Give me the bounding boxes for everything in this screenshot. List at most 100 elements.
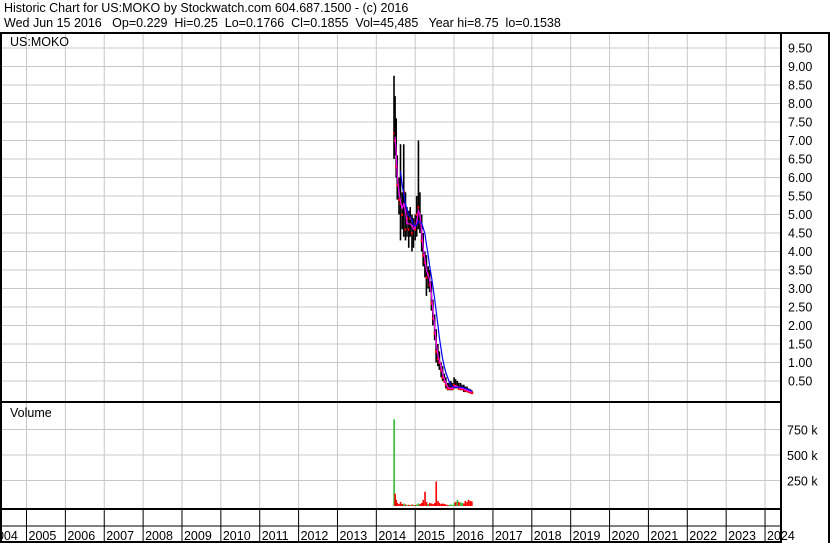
price-tick-label: 2.50 [788,301,812,315]
volume-bar [469,500,472,506]
volume-bar [396,502,399,506]
price-tick-label: 7.00 [788,134,812,148]
price-tick-label: 2.00 [788,319,812,333]
price-tick-label: 4.50 [788,227,812,241]
price-tick-label: 9.00 [788,60,812,74]
close-mark [454,385,458,389]
volume-bar [467,499,470,506]
volume-tick-label: 250 k [787,475,818,489]
volume-bar [433,502,436,506]
year-label: 2022 [689,529,717,543]
volume-bar [450,504,452,506]
year-label: 2008 [145,529,173,543]
volume-bar [446,504,449,506]
year-label: 2016 [456,529,484,543]
volume-bar [420,502,423,506]
close-mark [441,376,445,379]
close-mark [420,239,424,242]
price-tick-label: 0.50 [788,375,812,389]
price-tick-label: 8.00 [788,97,812,111]
price-tick-label: 5.50 [788,190,812,204]
year-label: 2004 [0,529,18,543]
close-mark [414,228,417,231]
close-mark [398,198,401,202]
volume-bar [448,504,450,506]
price-tick-label: 3.00 [788,282,812,296]
volume-tick-label: 500 k [787,449,818,463]
close-mark [446,387,450,390]
close-mark [410,232,414,235]
price-tick-label: 6.00 [788,171,812,185]
price-panel [2,33,781,401]
volume-bar [411,504,413,506]
year-label: 2018 [534,529,562,543]
price-tick-label: 1.00 [788,356,812,370]
volume-bar [395,499,398,506]
volume-bar [454,501,457,506]
price-tick-label: 9.50 [788,42,812,56]
close-mark [401,213,404,216]
volume-bar [393,419,395,506]
volume-bar [432,503,434,506]
year-label: 2012 [301,529,329,543]
year-label: 2013 [339,529,367,543]
year-label: 2021 [650,529,678,543]
year-label: 2009 [184,529,212,543]
volume-bar [445,504,447,506]
volume-bar [458,501,460,506]
close-mark [393,132,396,135]
volume-bar [441,503,444,506]
chart-frame [0,32,782,543]
volume-bar [466,501,468,506]
volume-bar [406,504,408,506]
year-label: 2014 [378,529,406,543]
year-label: 2006 [67,529,95,543]
volume-bar [435,481,438,506]
year-label: 2023 [728,529,756,543]
volume-bar [394,493,396,506]
volume-bar [430,503,433,506]
close-mark [430,302,433,305]
close-mark [415,213,419,216]
close-mark [457,387,461,390]
price-tick-label: 7.50 [788,116,812,130]
close-mark [453,383,456,387]
close-mark [444,383,448,387]
volume-bar [443,503,446,506]
volume-bar [463,503,465,506]
volume-bar [427,503,430,506]
close-mark [470,391,474,395]
volume-bar [459,502,462,506]
volume-bar [428,502,431,506]
volume-bar [456,499,459,506]
long-moving-average [399,171,473,392]
volume-bar [451,504,454,506]
close-mark [435,350,438,353]
volume-bar [398,503,400,506]
volume-bar [438,502,441,506]
close-mark [464,389,467,392]
volume-bar [409,504,412,506]
volume-bar [401,503,404,506]
volume-bar [412,504,415,506]
chart-title: Historic Chart for US:MOKO by Stockwatch… [4,1,409,15]
year-label: 2010 [223,529,251,543]
volume-tick-label: 750 k [787,424,818,438]
volume-bar [419,503,421,506]
year-label: 2017 [495,529,523,543]
volume-bar [422,499,425,506]
close-mark [425,276,428,279]
volume-bar [461,502,463,506]
volume-bar [453,502,455,506]
volume-bar [403,503,405,506]
year-label: 2019 [573,529,601,543]
quote-summary: Wed Jun 15 2016 Op=0.229 Hi=0.25 Lo=0.17… [4,16,561,30]
price-tick-label: 6.50 [788,153,812,167]
price-tick-label: 1.50 [788,338,812,352]
close-mark [407,228,411,231]
price-tick-label: 8.50 [788,79,812,93]
close-mark [427,272,430,276]
volume-bar [415,504,418,506]
